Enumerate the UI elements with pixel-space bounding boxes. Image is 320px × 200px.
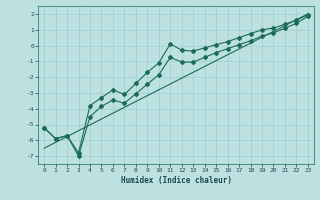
X-axis label: Humidex (Indice chaleur): Humidex (Indice chaleur) — [121, 176, 231, 185]
